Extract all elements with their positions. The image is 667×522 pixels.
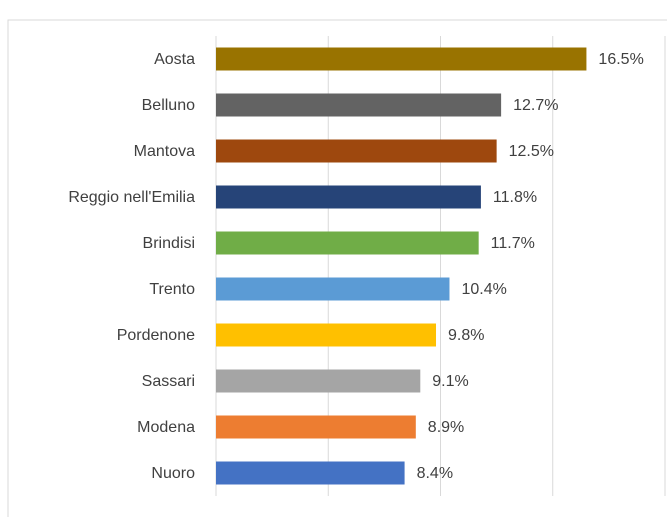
bar xyxy=(216,185,481,209)
data-label: 12.7% xyxy=(513,97,558,114)
y-tick-label: Pordenone xyxy=(117,327,195,344)
bar xyxy=(216,231,479,255)
y-tick-label: Modena xyxy=(137,419,195,436)
y-tick-label: Nuoro xyxy=(151,465,195,482)
y-tick-label: Sassari xyxy=(142,373,195,390)
data-label: 11.8% xyxy=(493,189,537,206)
y-tick-label: Aosta xyxy=(154,51,195,68)
y-tick-label: Reggio nell'Emilia xyxy=(68,189,195,206)
bar xyxy=(216,461,405,485)
bar xyxy=(216,323,437,347)
data-label: 8.9% xyxy=(428,419,464,436)
data-label: 10.4% xyxy=(461,281,506,298)
y-tick-label: Brindisi xyxy=(143,235,195,252)
y-tick-label: Belluno xyxy=(142,97,195,114)
data-label: 12.5% xyxy=(509,143,554,160)
data-label: 9.1% xyxy=(432,373,468,390)
data-label: 16.5% xyxy=(598,51,643,68)
y-tick-label: Mantova xyxy=(134,143,195,160)
y-tick-label: Trento xyxy=(149,281,195,298)
bar xyxy=(216,415,416,439)
bar xyxy=(216,139,497,163)
data-label: 11.7% xyxy=(491,235,535,252)
bar xyxy=(216,277,450,301)
data-label: 9.8% xyxy=(448,327,484,344)
bar xyxy=(216,47,587,71)
bar xyxy=(216,93,502,117)
bar xyxy=(216,369,421,393)
data-label: 8.4% xyxy=(417,465,453,482)
